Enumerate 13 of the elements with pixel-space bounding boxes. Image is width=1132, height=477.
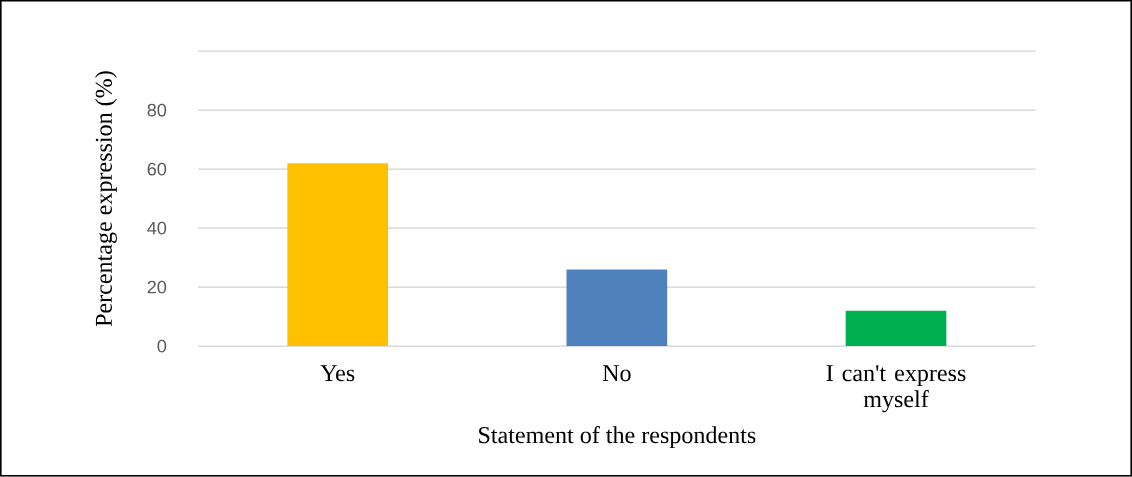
bar	[845, 310, 947, 347]
y-tick-label: 40	[147, 221, 167, 235]
bar	[287, 163, 389, 347]
x-tick-label: I can't express myself	[826, 365, 966, 413]
y-tick-label: 20	[147, 280, 167, 294]
x-tick-label: No	[602, 365, 631, 382]
y-tick-label: 80	[147, 103, 167, 117]
bar	[566, 269, 668, 347]
x-tick-label: Yes	[320, 365, 355, 382]
y-tick-label: 0	[157, 339, 167, 353]
y-axis-title: Percentage expression (%)	[95, 71, 117, 327]
y-tick-label: 60	[147, 162, 167, 176]
x-axis-title: Statement of the respondents	[479, 426, 756, 449]
